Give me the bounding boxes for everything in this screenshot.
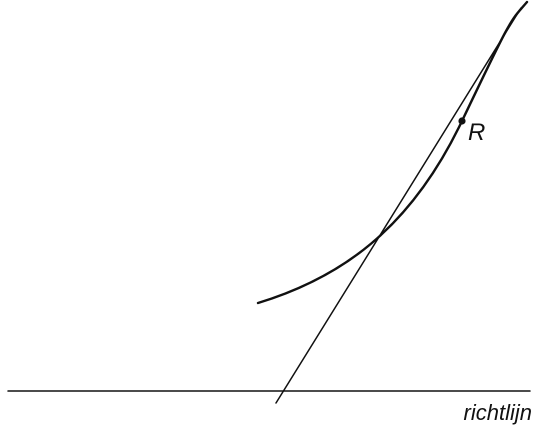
parabola-curve xyxy=(256,0,529,305)
directrix-label: richtlijn xyxy=(464,400,532,425)
point-r-label: R xyxy=(468,119,485,146)
point-r xyxy=(458,117,466,125)
tangent-line xyxy=(275,7,522,404)
